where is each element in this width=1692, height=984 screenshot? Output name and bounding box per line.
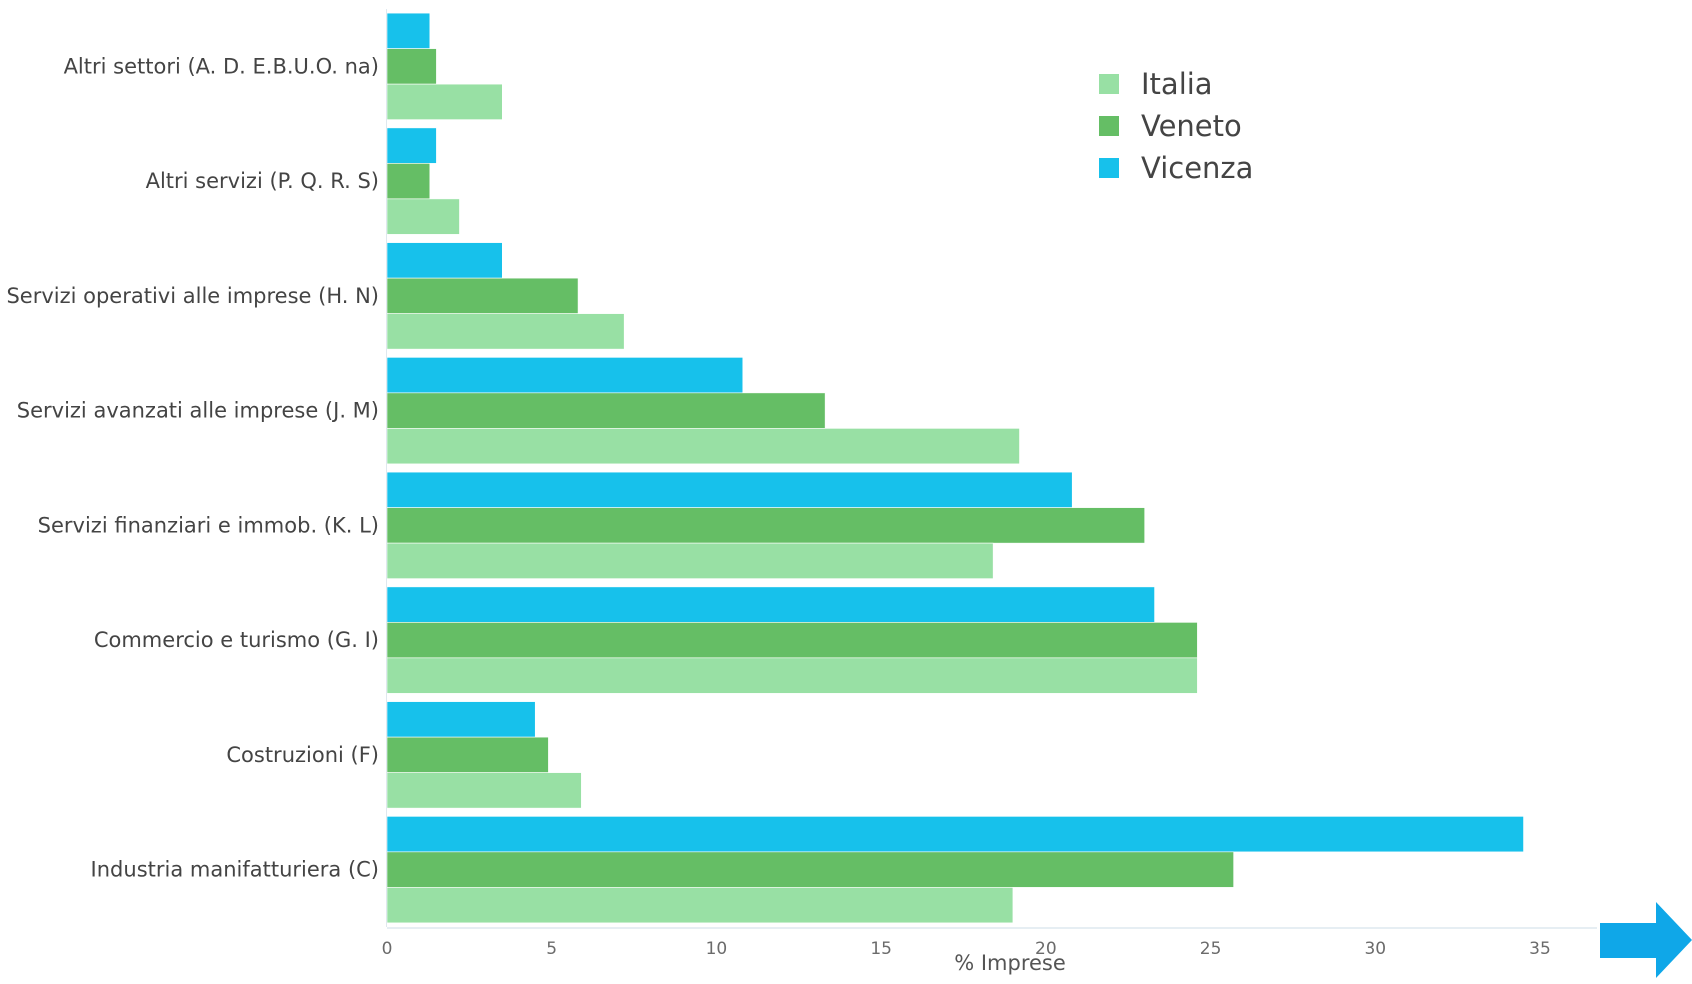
bar-italia-3 [386,428,1020,465]
bars-layer [386,12,1524,924]
legend-swatch-veneto [1099,116,1119,136]
bar-vicenza-2 [386,242,503,279]
bar-vicenza-3 [386,357,744,394]
x-tick-label: 0 [382,939,393,959]
category-labels: Altri settori (A. D. E.B.U.O. na) Altri s… [6,54,379,881]
x-tick-label: 5 [546,939,557,959]
legend-label-veneto: Veneto [1141,109,1242,143]
legend-swatch-italia [1099,74,1119,94]
x-tick-label: 10 [706,939,728,959]
bar-italia-1 [386,198,460,235]
bar-veneto-3 [386,392,826,429]
bar-italia-2 [386,313,625,350]
bar-vicenza-7 [386,816,1524,853]
bar-vicenza-4 [386,471,1073,508]
category-label: Altri servizi (P. Q. R. S) [146,169,379,193]
category-label: Servizi finanziari e immob. (K. L) [38,513,379,537]
bar-vicenza-1 [386,127,437,164]
bar-italia-7 [386,887,1014,924]
bar-veneto-1 [386,163,431,200]
x-axis-title: % Imprese [954,951,1066,975]
x-tick-label: 30 [1364,939,1386,959]
right-arrow-icon [1600,902,1692,978]
x-tick-label: 25 [1200,939,1222,959]
x-tick-label: 20 [1035,939,1057,959]
bar-veneto-7 [386,851,1234,888]
x-tick-label: 15 [870,939,892,959]
bar-vicenza-0 [386,12,431,49]
bar-veneto-5 [386,622,1198,659]
bar-italia-5 [386,657,1198,694]
bar-veneto-0 [386,48,437,85]
x-axis: 0 5 10 15 20 25 30 35 [382,9,1597,959]
right-arrow-icon [1600,902,1692,978]
legend-swatch-vicenza [1099,158,1119,178]
bar-italia-4 [386,542,994,579]
category-label: Servizi avanzati alle imprese (J. M) [17,399,379,423]
bar-vicenza-5 [386,586,1155,623]
bar-italia-6 [386,772,582,809]
bar-italia-0 [386,83,503,120]
category-label: Servizi operativi alle imprese (H. N) [6,284,379,308]
bar-veneto-2 [386,277,579,314]
legend-label-vicenza: Vicenza [1141,151,1253,185]
legend: Italia Veneto Vicenza [1099,67,1253,185]
bar-veneto-4 [386,507,1145,544]
category-label: Commercio e turismo (G. I) [94,628,379,652]
bar-veneto-6 [386,736,549,773]
x-tick-label: 35 [1529,939,1551,959]
category-label: Industria manifatturiera (C) [91,858,379,882]
legend-label-italia: Italia [1141,67,1213,101]
category-label: Costruzioni (F) [226,743,379,767]
category-label: Altri settori (A. D. E.B.U.O. na) [64,54,379,78]
bar-vicenza-6 [386,701,536,738]
